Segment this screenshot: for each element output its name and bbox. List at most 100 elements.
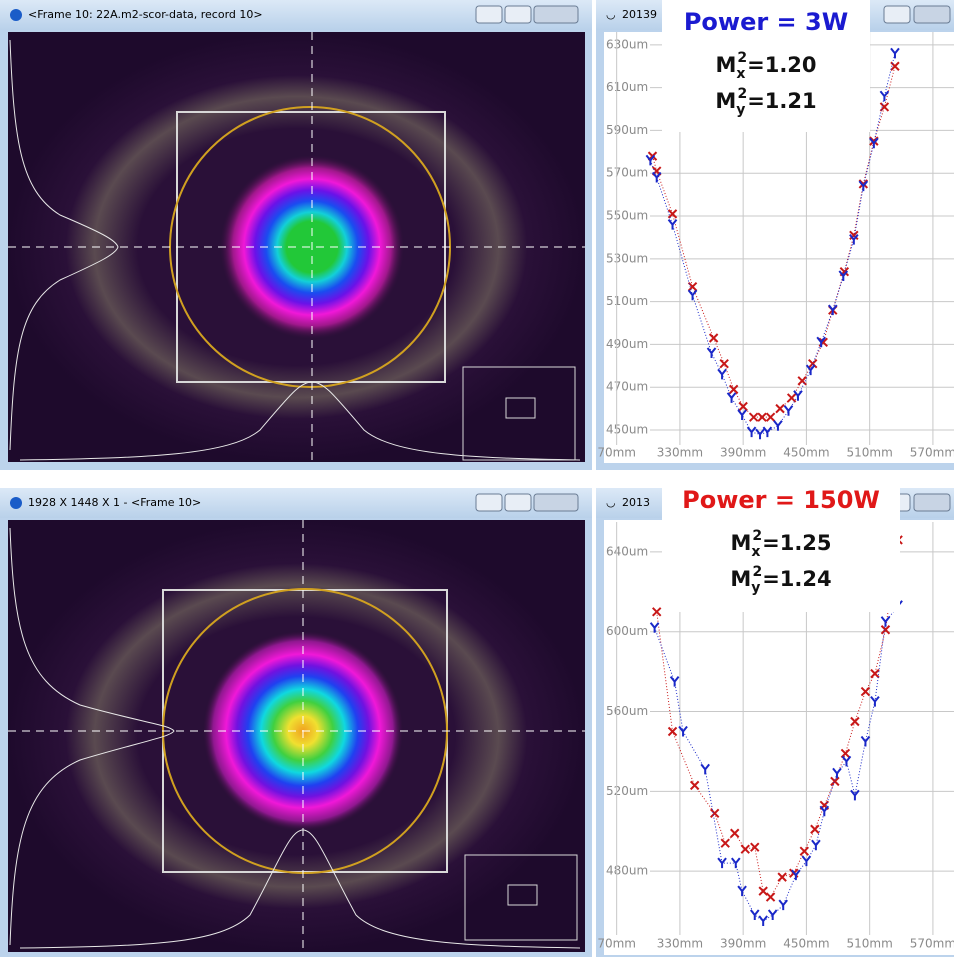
overview-roi xyxy=(507,884,538,906)
close-button[interactable] xyxy=(913,5,951,24)
close-button[interactable] xyxy=(533,5,579,24)
m-squared-value: =1.24 xyxy=(762,567,831,591)
data-point xyxy=(783,405,794,416)
window-title: 2013 xyxy=(622,496,650,509)
data-point xyxy=(667,209,678,219)
y-tick-label: 550um xyxy=(606,209,648,223)
m-squared-symbol: M xyxy=(730,567,751,591)
m-squared-sub: y xyxy=(751,580,760,596)
y-tick-label: 470um xyxy=(606,380,648,394)
data-point xyxy=(870,668,880,679)
m-squared-sub: y xyxy=(736,102,745,118)
data-point xyxy=(740,844,750,854)
x-tick-label: 70mm xyxy=(597,446,636,460)
beam-window: <Frame 10: 22A.m2-scor-data, record 10> xyxy=(0,0,592,470)
data-point xyxy=(730,828,740,838)
overview-box xyxy=(464,854,578,941)
annotation-title: Power = 3W xyxy=(684,8,848,36)
m-squared: My2=1.21 xyxy=(715,86,816,118)
data-point xyxy=(860,686,871,697)
data-point xyxy=(748,412,759,422)
y-tick-label: 600um xyxy=(606,624,648,638)
data-point xyxy=(669,675,680,687)
data-point xyxy=(765,892,776,902)
data-point xyxy=(777,872,787,882)
minimize-button[interactable] xyxy=(475,5,503,24)
data-point xyxy=(730,857,741,869)
m-squared-symbol: M xyxy=(730,531,751,555)
profile xyxy=(9,39,119,451)
m-squared: Mx2=1.20 xyxy=(715,50,816,82)
y-tick-label: 570um xyxy=(606,166,648,180)
x-tick-label: 330mm xyxy=(657,446,703,460)
data-point xyxy=(775,403,785,414)
data-point xyxy=(890,47,900,59)
data-point xyxy=(773,420,783,431)
data-point xyxy=(649,622,660,633)
y-tick-label: 510um xyxy=(606,294,648,308)
data-point xyxy=(706,347,717,358)
data-point xyxy=(749,909,760,921)
maximize-button[interactable] xyxy=(883,5,911,24)
m-squared-sup: 2 xyxy=(737,86,747,102)
data-point xyxy=(870,695,880,707)
data-point xyxy=(720,838,730,848)
data-point xyxy=(709,808,720,819)
maximize-button[interactable] xyxy=(504,493,532,512)
y-tick-label: 610um xyxy=(606,80,648,94)
data-point xyxy=(652,607,662,617)
fit-line xyxy=(649,53,896,435)
data-point xyxy=(805,364,816,376)
data-point xyxy=(687,289,698,301)
y-tick-label: 530um xyxy=(606,251,648,265)
y-tick-label: 590um xyxy=(606,123,648,137)
fit-line xyxy=(654,605,899,922)
data-point xyxy=(717,368,727,380)
data-point xyxy=(811,839,821,851)
y-tick-label: 630um xyxy=(606,37,648,51)
data-point xyxy=(840,748,851,759)
data-point xyxy=(645,154,656,166)
data-point xyxy=(758,915,768,927)
m-squared: Mx2=1.25 xyxy=(730,528,831,560)
profile xyxy=(9,527,175,946)
data-point xyxy=(849,230,859,240)
data-point xyxy=(793,390,803,401)
app-icon: ◡ xyxy=(606,496,616,509)
app-icon xyxy=(10,9,22,21)
data-point xyxy=(880,625,891,635)
maximize-button[interactable] xyxy=(504,5,532,24)
y-tick-label: 480um xyxy=(606,864,648,878)
x-tick-label: 450mm xyxy=(783,937,829,951)
m-squared-value: =1.21 xyxy=(747,89,816,113)
x-tick-label: 390mm xyxy=(720,446,766,460)
data-point xyxy=(678,725,688,737)
data-point xyxy=(849,233,859,245)
caustic-plot: 480um 520um 560um 600um 640um 70mm 330mm 390mm 4… xyxy=(597,478,954,951)
m-squared-symbol: M xyxy=(715,53,736,77)
data-point xyxy=(850,716,860,727)
m-squared-sup: 2 xyxy=(737,50,747,66)
data-point xyxy=(808,358,818,369)
data-point xyxy=(765,412,776,422)
m-squared-value: =1.25 xyxy=(762,531,831,555)
y-tick-label: 640um xyxy=(606,544,648,558)
data-point xyxy=(746,426,757,438)
close-button[interactable] xyxy=(533,493,579,512)
m-squared-sub: x xyxy=(736,66,745,82)
data-point xyxy=(816,336,826,348)
data-point xyxy=(801,855,812,867)
m-squared: My2=1.24 xyxy=(730,564,831,596)
m-squared-sup: 2 xyxy=(752,528,762,544)
data-point xyxy=(879,102,890,112)
data-point xyxy=(708,333,719,343)
close-button[interactable] xyxy=(913,493,951,512)
data-point xyxy=(750,842,760,852)
data-point xyxy=(850,789,860,801)
data-point xyxy=(717,857,727,869)
x-tick-label: 510mm xyxy=(847,937,893,951)
data-point xyxy=(651,171,662,183)
data-point xyxy=(755,428,765,440)
minimize-button[interactable] xyxy=(475,493,503,512)
